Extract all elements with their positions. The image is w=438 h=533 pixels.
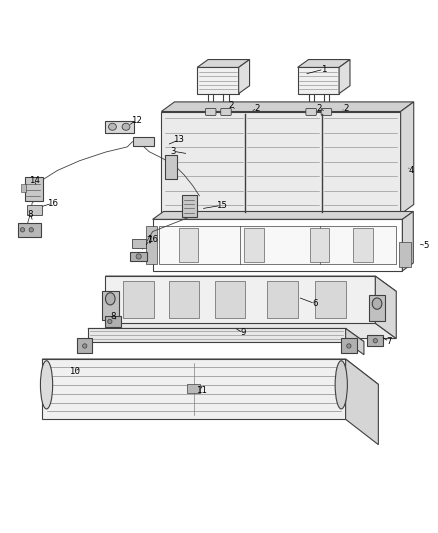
Text: 2: 2 [317,104,322,113]
Text: 7: 7 [386,337,392,346]
Polygon shape [27,205,42,215]
Polygon shape [310,228,329,262]
Polygon shape [146,226,157,264]
Text: 8: 8 [28,209,33,219]
Text: 14: 14 [29,175,40,184]
Polygon shape [130,252,148,261]
Polygon shape [105,316,121,327]
Polygon shape [297,60,350,67]
Polygon shape [152,212,413,220]
Polygon shape [187,384,201,393]
Polygon shape [25,177,43,201]
Ellipse shape [29,228,33,232]
Polygon shape [161,102,414,111]
FancyBboxPatch shape [221,108,231,116]
Polygon shape [106,323,396,338]
Ellipse shape [106,293,115,305]
Polygon shape [367,335,383,346]
Polygon shape [346,359,378,445]
Text: 2: 2 [229,101,234,110]
Text: 2: 2 [343,104,348,113]
Text: 2: 2 [254,104,260,113]
Ellipse shape [373,338,378,343]
Polygon shape [42,359,346,419]
Polygon shape [159,226,396,264]
Polygon shape [353,228,373,262]
Polygon shape [197,67,239,94]
Ellipse shape [335,361,347,409]
Polygon shape [77,338,92,352]
Polygon shape [297,67,339,94]
FancyBboxPatch shape [306,108,316,116]
Text: 11: 11 [196,386,207,395]
Ellipse shape [136,254,141,259]
Text: 8: 8 [110,312,116,321]
Text: 10: 10 [68,367,80,376]
Polygon shape [267,281,297,318]
Polygon shape [179,228,198,262]
Text: 15: 15 [215,201,227,210]
Ellipse shape [122,123,130,130]
Polygon shape [315,281,346,318]
Polygon shape [346,328,364,354]
Polygon shape [133,137,154,147]
Polygon shape [399,243,411,266]
Polygon shape [165,155,177,179]
Polygon shape [106,276,375,323]
Polygon shape [21,183,25,192]
Ellipse shape [108,319,112,324]
Ellipse shape [40,361,53,409]
Polygon shape [123,281,153,318]
Ellipse shape [20,228,25,232]
Text: 13: 13 [173,135,184,144]
Ellipse shape [109,123,117,130]
FancyBboxPatch shape [205,108,216,116]
Polygon shape [369,295,385,321]
Polygon shape [88,328,364,342]
Text: 1: 1 [321,64,327,74]
Polygon shape [375,276,396,338]
Polygon shape [18,223,41,237]
Polygon shape [197,60,250,67]
Text: 7: 7 [146,236,152,245]
Polygon shape [132,239,146,248]
Ellipse shape [347,344,351,348]
Polygon shape [102,292,119,320]
Polygon shape [106,120,134,133]
Polygon shape [88,328,346,342]
Polygon shape [182,195,197,217]
Text: 16: 16 [47,199,58,208]
Text: 3: 3 [170,147,176,156]
Polygon shape [341,338,357,352]
Ellipse shape [372,298,382,309]
Polygon shape [42,359,378,384]
Polygon shape [403,212,413,271]
Polygon shape [239,60,250,94]
Polygon shape [169,281,199,318]
Polygon shape [215,281,245,318]
Polygon shape [244,228,264,262]
Text: 16: 16 [147,235,158,244]
Ellipse shape [82,344,87,348]
Polygon shape [401,102,414,214]
Text: 9: 9 [240,328,246,337]
Text: 6: 6 [312,299,318,308]
Polygon shape [106,276,396,292]
FancyBboxPatch shape [321,108,332,116]
Polygon shape [161,111,401,214]
Text: 12: 12 [131,116,141,125]
Text: 4: 4 [408,166,414,175]
Polygon shape [339,60,350,94]
Text: 5: 5 [424,241,429,250]
